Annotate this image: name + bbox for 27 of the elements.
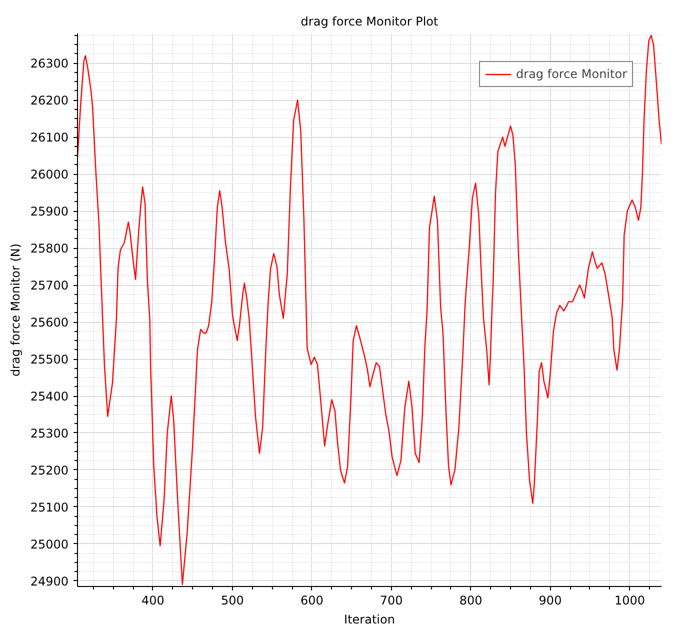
legend-label: drag force Monitor: [516, 67, 627, 81]
y-tick-label: 25000: [30, 537, 69, 552]
x-tick-label: 500: [220, 594, 244, 608]
y-tick-label: 26100: [30, 130, 69, 145]
x-tick-label: 700: [380, 594, 403, 608]
y-tick-label: 25900: [30, 204, 69, 219]
x-tick-label: 800: [459, 594, 482, 608]
x-tick-label: 600: [300, 594, 324, 608]
y-tick-label: 26200: [30, 94, 69, 108]
chart-title: drag force Monitor Plot: [300, 14, 438, 28]
y-tick-label: 25800: [30, 242, 69, 256]
y-tick-label: 25100: [30, 500, 69, 514]
y-tick-label: 25700: [30, 278, 69, 293]
x-tick-label: 1000: [614, 594, 645, 608]
y-tick-label: 26300: [30, 56, 69, 71]
y-tick-label: 24900: [30, 574, 69, 588]
y-tick-label: 25400: [30, 390, 69, 404]
y-tick-label: 25300: [30, 426, 69, 440]
y-axis-title: drag force Monitor (N): [8, 243, 22, 377]
x-tick-label: 400: [142, 594, 164, 608]
x-axis-title: Iteration: [344, 612, 395, 626]
y-tick-label: 25200: [30, 463, 69, 478]
y-tick-label: 25500: [30, 352, 69, 367]
x-tick-label: 900: [538, 594, 562, 608]
y-tick-label: 25600: [30, 316, 69, 330]
line-series: [78, 34, 662, 586]
y-tick-label: 26000: [30, 168, 69, 182]
